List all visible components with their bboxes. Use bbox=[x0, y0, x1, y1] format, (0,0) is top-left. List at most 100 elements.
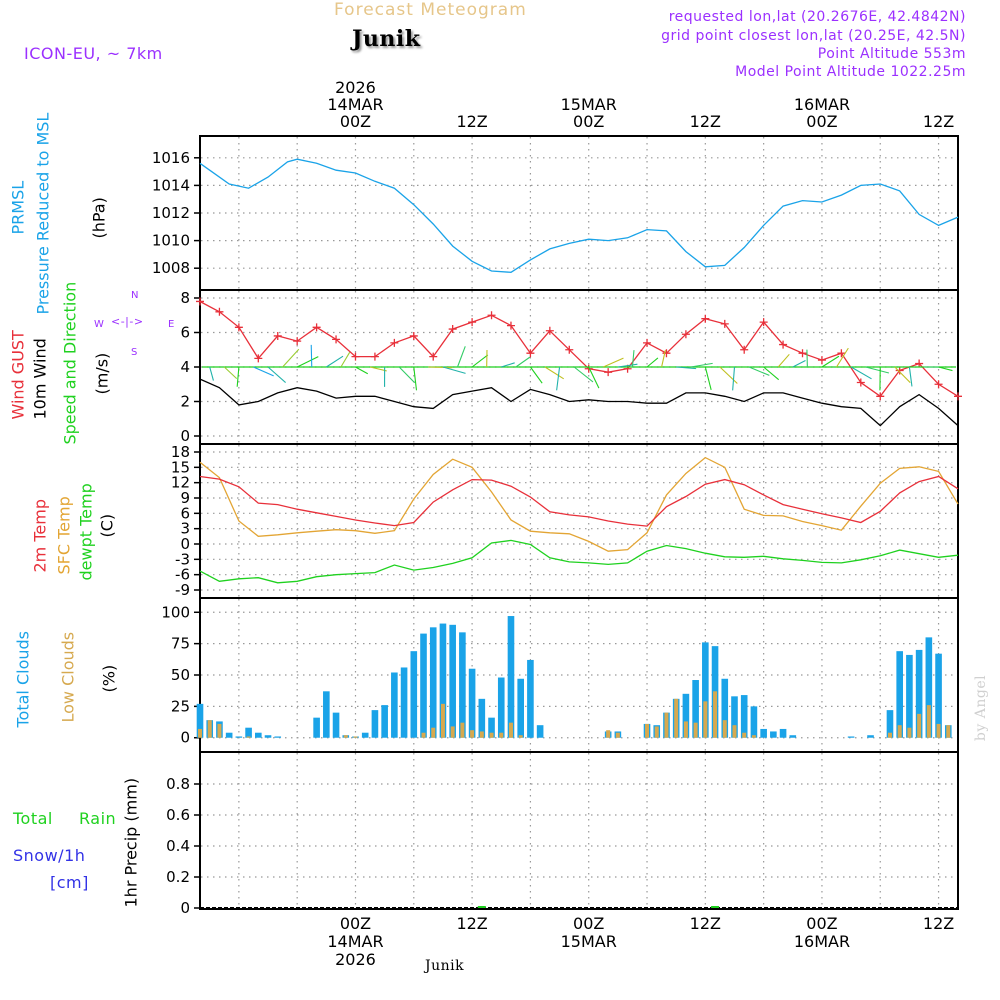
gust-marker bbox=[740, 345, 749, 354]
gust-marker bbox=[506, 321, 515, 330]
total-cloud-bar bbox=[332, 712, 340, 738]
wind-direction-arrow bbox=[442, 366, 466, 374]
time-bottom-label: 14MAR bbox=[327, 932, 383, 951]
total-cloud-bar bbox=[488, 717, 495, 738]
wind-direction-arrow bbox=[428, 366, 453, 369]
gust-marker bbox=[293, 337, 302, 346]
total-cloud-bar bbox=[478, 698, 486, 738]
y-tick-label: 1016 bbox=[152, 149, 190, 167]
pressure-line bbox=[199, 158, 959, 273]
low-cloud-bar bbox=[897, 725, 902, 738]
y-tick-label: 0.2 bbox=[166, 868, 190, 886]
total-cloud-bar bbox=[867, 735, 874, 738]
gust-marker bbox=[215, 307, 224, 316]
time-bottom-label: 16MAR bbox=[794, 932, 850, 951]
gust-marker bbox=[720, 319, 729, 328]
low-cloud-bar bbox=[440, 703, 445, 738]
y-tick-label: 2 bbox=[180, 393, 190, 411]
gust-marker bbox=[895, 366, 904, 375]
wind-direction-arrow bbox=[296, 356, 319, 368]
total-cloud-bar bbox=[731, 696, 738, 738]
time-top-label: 16MAR bbox=[794, 95, 850, 114]
total-cloud-bar bbox=[925, 637, 933, 738]
y-tick-label: 0 bbox=[180, 427, 190, 445]
gust-marker bbox=[351, 352, 360, 361]
gust-marker bbox=[837, 349, 846, 358]
low-cloud-bar bbox=[207, 720, 212, 738]
total-cloud-bar bbox=[255, 732, 262, 738]
low-cloud-bar bbox=[450, 726, 455, 738]
total-cloud-bar bbox=[391, 672, 398, 738]
low-cloud-bar bbox=[654, 726, 659, 738]
snow-unit: [cm] bbox=[50, 873, 89, 892]
gust-marker bbox=[584, 364, 593, 373]
total-cloud-bar bbox=[410, 651, 418, 738]
gust-marker bbox=[604, 368, 613, 377]
footer-location: Junik bbox=[425, 958, 465, 974]
time-top-label: 2026 bbox=[335, 78, 376, 97]
wind-speed-line bbox=[199, 378, 959, 427]
total-cloud-bar bbox=[760, 728, 767, 738]
y-tick-label: 3 bbox=[180, 520, 190, 538]
gust-marker bbox=[817, 356, 826, 365]
gust-marker bbox=[429, 352, 438, 361]
wind-direction-arrow bbox=[471, 354, 489, 368]
gust-marker bbox=[526, 349, 535, 358]
time-bottom-label: 12Z bbox=[923, 914, 954, 933]
low-cloud-bar bbox=[645, 723, 650, 738]
low-cloud-bar bbox=[217, 723, 222, 738]
wind-direction-arrow bbox=[748, 366, 770, 376]
low-cloud-bar bbox=[742, 732, 747, 738]
total-cloud-bar bbox=[507, 616, 515, 738]
wind-gust-line bbox=[199, 300, 959, 398]
time-bottom-label: 00Z bbox=[573, 914, 604, 933]
gust-marker bbox=[254, 354, 263, 363]
time-bottom-label: 12Z bbox=[456, 914, 487, 933]
gridpoint-coords: grid point closest lon,lat (20.25E, 42.5… bbox=[661, 28, 966, 44]
gust-marker bbox=[662, 349, 671, 358]
y-tick-label: 6 bbox=[180, 504, 190, 522]
wind-direction-arrow bbox=[556, 366, 561, 391]
total-cloud-bar bbox=[702, 642, 709, 738]
y-tick-label: 0.8 bbox=[166, 775, 190, 793]
meteogram-title: Forecast Meteogram bbox=[334, 0, 527, 20]
gust-marker bbox=[390, 338, 399, 347]
total-cloud-bar bbox=[245, 727, 252, 738]
low-cloud-bar bbox=[917, 713, 922, 738]
total-cloud-bar bbox=[459, 632, 466, 738]
total-cloud-bar bbox=[468, 668, 476, 738]
wind-direction-arrow bbox=[326, 355, 344, 368]
wind-direction-arrow bbox=[588, 366, 600, 389]
time-bottom-label: 15MAR bbox=[561, 932, 617, 951]
location-title: Junik bbox=[352, 26, 421, 52]
total-cloud-bar bbox=[381, 705, 388, 738]
wind-direction-arrow bbox=[719, 366, 738, 384]
time-top-label: 00Z bbox=[806, 112, 837, 131]
total-cloud-bar bbox=[371, 710, 379, 738]
wind-direction-arrow bbox=[457, 346, 466, 368]
low-cloud-bar bbox=[460, 722, 465, 738]
gust-marker bbox=[448, 325, 457, 334]
wind-direction-arrow bbox=[865, 366, 890, 374]
total-cloud-bar bbox=[439, 623, 447, 738]
total-cloud-bar bbox=[750, 706, 758, 738]
wind-direction-arrow bbox=[661, 350, 666, 368]
wind-direction-arrow bbox=[631, 350, 635, 368]
total-cloud-bar bbox=[235, 736, 243, 738]
y-tick-label: 25 bbox=[171, 697, 190, 715]
compass-w: W bbox=[94, 319, 105, 330]
total-cloud-bar bbox=[536, 725, 544, 738]
low-cloud-bar bbox=[936, 723, 941, 738]
y-tick-label: -6 bbox=[175, 566, 190, 584]
gust-marker bbox=[759, 318, 768, 327]
total-cloud-bar bbox=[264, 735, 272, 738]
low-cloud-bar bbox=[664, 712, 669, 738]
low-cloud-bar bbox=[683, 721, 688, 738]
low-cloud-bar bbox=[489, 732, 494, 738]
gust-marker bbox=[565, 345, 574, 354]
rain-bar bbox=[477, 906, 486, 908]
requested-coords: requested lon,lat (20.2676E, 42.4842N) bbox=[668, 9, 966, 25]
total-cloud-bar bbox=[935, 653, 942, 738]
total-cloud-bar bbox=[740, 695, 748, 738]
model-altitude: Model Point Altitude 1022.25m bbox=[735, 64, 966, 80]
